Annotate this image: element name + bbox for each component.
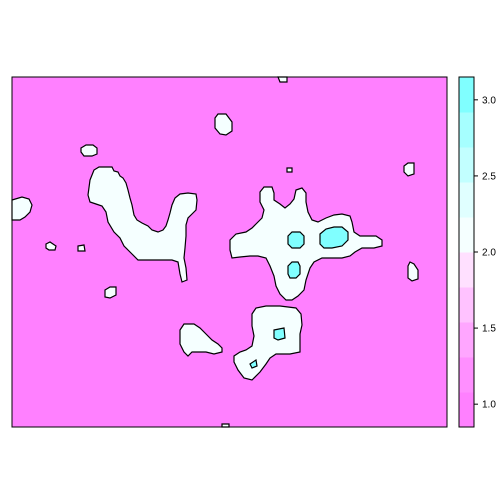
region-top-center: [214, 113, 233, 136]
colorkey-tick-label: 2.0: [482, 248, 496, 259]
region-high-a: [287, 231, 305, 249]
region-top-left: [80, 144, 98, 157]
colorkey-band: [459, 287, 474, 323]
regions-level-3: [249, 226, 349, 369]
colorkey: [459, 77, 474, 428]
region-high-d: [273, 327, 286, 341]
region-top-edge: [277, 76, 288, 83]
region-high-e: [249, 358, 258, 369]
region-right-mid: [407, 261, 419, 282]
plot-background: [12, 77, 447, 427]
colorkey-band: [459, 217, 474, 253]
regions-level-2: [11, 76, 419, 428]
colorkey-band: [459, 322, 474, 358]
region-tiny-c: [104, 286, 117, 299]
colorkey-band: [459, 77, 474, 113]
colorkey-band: [459, 252, 474, 288]
colorkey-tick-label: 3.0: [482, 95, 496, 106]
region-tiny-d: [286, 167, 293, 173]
region-tiny-a: [45, 241, 57, 251]
region-right-top: [403, 162, 415, 177]
colorkey-band: [459, 182, 474, 218]
colorkey-band: [459, 112, 474, 148]
region-central: [229, 186, 383, 301]
colorkey-ticks: 1.0 1.5 2.0 2.5 3.0: [474, 95, 496, 411]
region-lower-left: [179, 323, 223, 357]
region-tiny-b: [77, 244, 86, 252]
colorkey-band: [459, 357, 474, 393]
region-lower-middle: [233, 305, 303, 381]
region-high-c: [287, 261, 301, 279]
region-high-b: [319, 226, 349, 249]
colorkey-tick-label: 2.5: [482, 171, 496, 182]
plot-frame: [11, 76, 448, 428]
colorkey-tick-label: 1.5: [482, 324, 496, 335]
colorkey-band: [459, 147, 474, 183]
region-large-left: [87, 166, 198, 283]
region-left-edge: [11, 196, 33, 221]
colorkey-tick-label: 1.0: [482, 400, 496, 411]
colorkey-band: [459, 392, 474, 428]
